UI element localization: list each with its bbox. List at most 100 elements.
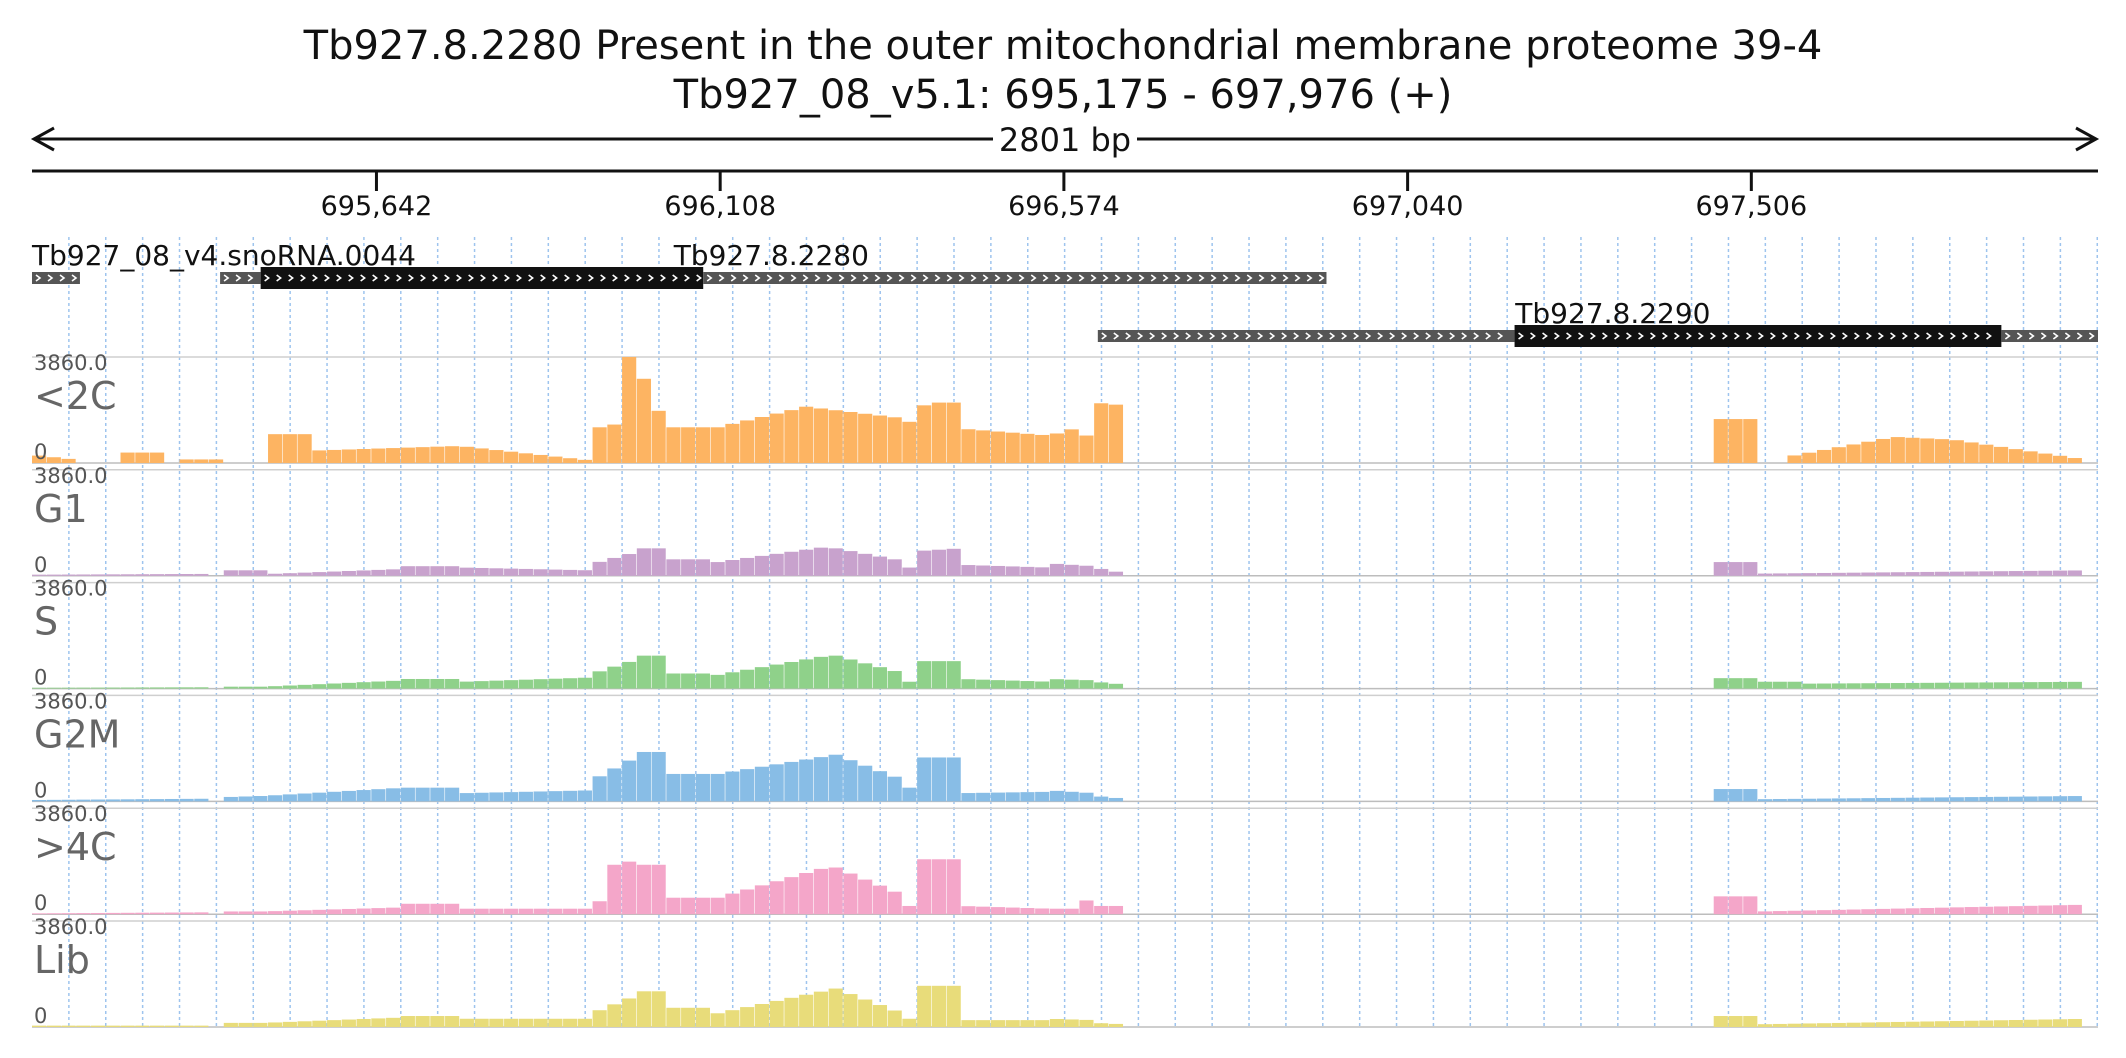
coverage-bar [592,776,607,802]
coverage-bar [415,678,430,689]
strand-arrow [468,274,474,282]
coverage-bar [681,773,696,802]
coverage-bar [150,1025,165,1027]
coverage-bar [32,574,47,576]
coverage-bar [1064,908,1079,915]
strand-arrow [1377,332,1384,340]
strand-arrow [1926,332,1932,340]
strand-arrow [1461,332,1468,340]
track-name: <2C [34,374,117,418]
coverage-bar [386,569,401,576]
coverage-bar [754,667,769,689]
coverage-bar [636,548,651,576]
strand-arrow [1306,274,1313,282]
strand-arrow [1938,332,1944,340]
coverage-bar [1772,681,1787,689]
coverage-bar [1816,1023,1832,1027]
coverage-bar [1049,433,1065,463]
strand-arrow [247,274,254,282]
coverage-bar [887,559,902,576]
coverage-bar [858,879,873,915]
coverage-bar [533,679,548,689]
strand-arrow [1497,332,1504,340]
coverage-bar [164,798,179,802]
coverage-bar [1005,566,1020,576]
strand-arrow [1305,332,1312,340]
coverage-bar [430,678,445,689]
coverage-bar [828,867,843,915]
gene-utr [1097,330,1515,342]
strand-arrow [1270,274,1277,282]
strand-arrow [696,274,702,282]
coverage-bar [32,455,47,463]
coverage-bar [474,792,489,802]
strand-arrow [1638,332,1644,340]
coverage-bar [725,672,740,689]
coverage-bar [91,912,106,915]
coverage-bar [120,1025,135,1027]
strand-arrow [336,274,342,282]
strand-arrow [1150,274,1157,282]
coverage-bar [504,1018,519,1027]
ruler-tick-label: 697,040 [1352,191,1464,222]
coverage-bar [799,406,814,463]
coverage-bar [268,686,283,689]
strand-arrow [1186,274,1193,282]
coverage-bar [636,378,651,463]
coverage-bar [681,897,696,915]
coverage-bar [961,565,976,576]
coverage-bar [828,548,843,576]
coverage-bar [459,567,474,576]
coverage-bar [297,572,312,576]
coverage-bar [150,687,165,689]
coverage-bar [135,912,150,915]
coverage-bar [592,427,607,463]
coverage-bar [91,799,106,802]
coverage-bar [622,760,637,802]
coverage-bar [1831,572,1846,576]
coverage-bar [1920,797,1935,802]
track-ymax-label: 3860.0 [34,689,107,713]
strand-arrow [35,274,42,282]
coverage-bar [740,769,755,802]
coverage-bar [356,449,371,463]
coverage-bar [312,909,327,915]
strand-arrow [312,274,318,282]
coverage-bar [2023,682,2038,689]
coverage-bar [356,570,371,576]
coverage-bar [445,446,460,463]
coverage-bar [858,663,873,689]
coverage-bar [1757,799,1773,802]
coverage-bar [430,446,445,463]
strand-arrow [1710,332,1716,340]
coverage-bar [356,908,371,915]
coverage-bar [489,450,504,463]
strand-arrow [1674,332,1680,340]
coverage-bar [164,574,179,576]
ruler-tick-label: 696,108 [664,191,776,222]
coverage-bar [489,908,504,915]
coverage-bar [341,790,356,802]
coverage-bar [2023,905,2038,915]
coverage-bar [1713,419,1728,463]
coverage-bar [1964,571,1979,576]
coverage-bar [725,423,740,463]
coverage-bar [577,908,592,915]
coverage-bar [1934,1021,1950,1027]
coverage-bar [1831,683,1846,689]
coverage-bar [917,985,932,1027]
coverage-bar [268,573,283,576]
chart-subtitle: Tb927_08_v5.1: 695,175 - 697,976 (+) [673,72,1453,118]
coverage-bar [858,999,873,1027]
coverage-bar [710,427,725,463]
coverage-bar [135,1025,150,1027]
coverage-bar [828,655,843,689]
coverage-bar [1846,798,1861,802]
track-ymin-label: 0 [34,778,47,802]
coverage-bar [695,673,710,689]
coverage-bar [400,787,415,802]
strand-arrow [1650,332,1656,340]
coverage-bar [518,568,533,576]
coverage-bar [518,453,533,463]
strand-arrow [1234,274,1241,282]
